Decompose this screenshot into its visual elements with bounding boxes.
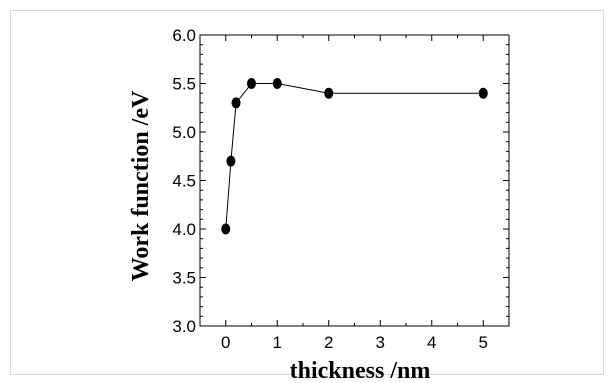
data-point [231,97,241,109]
y-tick-label: 5.0 [172,123,196,142]
y-axis-ticks: 3.0 3.5 4.0 4.5 5.0 5.5 6.0 [172,26,509,336]
x-tick-label: 3 [376,333,385,352]
data-point [272,78,282,89]
y-axis-title: Work function /eV [128,90,154,281]
plot-frame [199,34,510,327]
figure-frame [10,10,604,375]
x-axis-ticks: 0 1 2 3 4 5 [199,35,510,352]
x-tick-label: 4 [427,333,436,352]
x-tick-label: 5 [479,333,488,352]
series-line [225,83,484,230]
plot-area [199,34,510,327]
x-axis-title: thickness /nm [290,358,431,383]
data-point [221,223,231,235]
y-tick-label: 4.5 [172,172,196,191]
data-point [247,78,256,89]
data-point [478,87,488,99]
y-tick-label: 5.5 [172,75,196,94]
y-tick-label: 3.0 [172,317,196,336]
y-tick-label: 3.5 [172,269,196,288]
x-tick-label: 1 [273,333,282,352]
y-tick-label: 6.0 [172,26,196,45]
y-tick-label: 4.0 [172,220,196,239]
data-point [226,155,236,167]
x-tick-label: 2 [324,333,333,352]
data-point [324,87,334,99]
data-series [221,78,488,235]
x-tick-label: 0 [221,333,230,352]
